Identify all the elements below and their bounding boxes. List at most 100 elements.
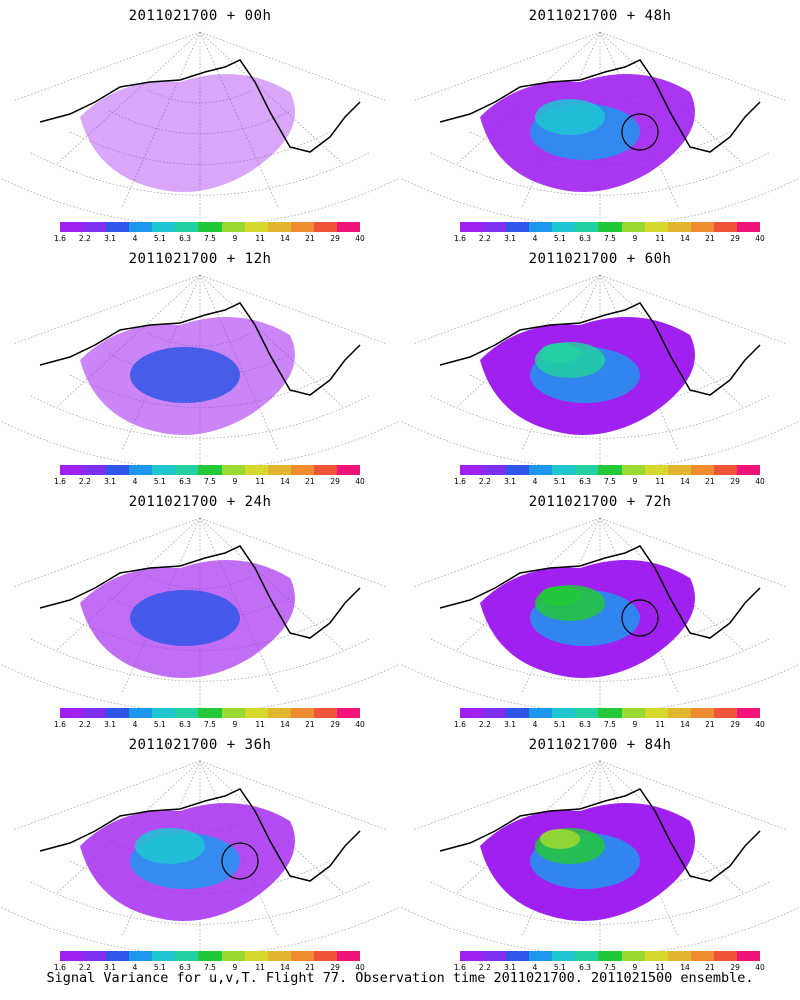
colorbar-swatch [483, 222, 507, 232]
coastline [39, 302, 361, 396]
colorbar-tick-label: 7.5 [604, 477, 616, 486]
colorbar-swatch [336, 951, 361, 961]
colorbar-tick-label: 7.5 [604, 720, 616, 729]
colorbar-tick-label: 40 [755, 234, 765, 243]
colorbar-swatch [598, 951, 622, 961]
colorbar-ticks: 1.6 2.2 3.1 4 5.1 6.3 7.5 9 11 14 21 29 40 [454, 477, 765, 487]
colorbar-tick-label: 5.1 [553, 477, 566, 486]
colorbar-swatch [736, 708, 761, 718]
map-panel: 2011021700 + 36h 1.6 2.2 3.1 4 5.1 6.3 7.5 9 11 14… [0, 729, 400, 974]
colorbar-ticks: 1.6 2.2 3.1 4 5.1 6.3 7.5 9 11 14 21 29 40 [54, 477, 365, 487]
colorbar [460, 951, 761, 963]
colorbar-tick-label: 2.2 [78, 477, 91, 486]
colorbar-tick-label: 21 [305, 234, 315, 243]
coastline [439, 545, 761, 639]
colorbar-tick-label: 11 [655, 234, 665, 243]
colorbar-swatch [690, 222, 714, 232]
colorbar-swatch [483, 951, 507, 961]
colorbar-tick-label: 7.5 [204, 477, 216, 486]
colorbar-tick-label: 9 [632, 720, 638, 729]
colorbar-swatch [290, 465, 314, 475]
colorbar-tick-label: 9 [232, 963, 238, 972]
colorbar-swatch [60, 465, 84, 475]
figure-caption: Signal Variance for u,v,T. Flight 77. Ob… [46, 970, 754, 986]
panel-title: 2011021700 + 48h [528, 8, 672, 24]
colorbar-tick-label: 29 [730, 963, 740, 972]
colorbar-tick-label: 1.6 [454, 477, 466, 486]
colorbar-swatch [506, 222, 530, 232]
colorbar-swatch [552, 222, 576, 232]
map-panel: 2011021700 + 00h 1.6 2.2 3.1 4 5.1 6.3 7.5 9 11 14… [0, 0, 400, 245]
colorbar-swatch [529, 708, 553, 718]
map-panel: 2011021700 + 48h 1.6 2.2 3.1 4 5.1 6.3 7.5 9 11 14… [400, 0, 800, 245]
colorbar-tick-label: 3.1 [104, 963, 117, 972]
colorbar-tick-label: 29 [330, 963, 340, 972]
colorbar-tick-label: 6.3 [179, 720, 192, 729]
map-panel: 2011021700 + 72h 1.6 2.2 3.1 4 5.1 6.3 7.5 9 11 14… [400, 486, 800, 731]
colorbar-tick-label: 40 [355, 720, 365, 729]
colorbar-tick-label: 14 [680, 720, 690, 729]
colorbar-swatch [506, 708, 530, 718]
map-panel: 2011021700 + 60h 1.6 2.2 3.1 4 5.1 6.3 7.5 9 11 14… [400, 243, 800, 488]
colorbar-tick-label: 6.3 [179, 477, 192, 486]
colorbar-tick-label: 21 [705, 720, 715, 729]
colorbar-tick-label: 2.2 [78, 234, 91, 243]
panel-title: 2011021700 + 00h [128, 8, 272, 24]
colorbar-swatch [736, 222, 761, 232]
colorbar-tick-label: 21 [305, 963, 315, 972]
colorbar-tick-label: 2.2 [478, 234, 491, 243]
colorbar-tick-label: 40 [355, 477, 365, 486]
variance-field [480, 317, 695, 435]
colorbar-swatch [483, 708, 507, 718]
colorbar-swatch [313, 951, 337, 961]
colorbar-tick-label: 2.2 [78, 963, 91, 972]
colorbar-swatch [106, 951, 130, 961]
colorbar-swatch [152, 951, 176, 961]
colorbar-swatch [667, 222, 691, 232]
colorbar-swatch [552, 708, 576, 718]
colorbar-tick-label: 4 [132, 477, 138, 486]
colorbar-tick-label: 3.1 [504, 963, 517, 972]
polar-map [0, 274, 400, 465]
polar-map [0, 517, 400, 708]
colorbar-tick-label: 2.2 [478, 963, 491, 972]
colorbar-swatch [175, 465, 199, 475]
coastline [439, 59, 761, 153]
colorbar-tick-label: 1.6 [454, 234, 466, 243]
colorbar-swatch [60, 708, 84, 718]
colorbar-tick-label: 11 [655, 720, 665, 729]
colorbar-tick-label: 40 [755, 477, 765, 486]
colorbar-tick-label: 29 [330, 234, 340, 243]
colorbar-swatch [152, 465, 176, 475]
colorbar-swatch [175, 951, 199, 961]
colorbar [460, 465, 761, 477]
colorbar-tick-label: 4 [532, 234, 538, 243]
colorbar-tick-label: 4 [532, 477, 538, 486]
colorbar-tick-label: 4 [532, 720, 538, 729]
panel-title: 2011021700 + 84h [528, 737, 672, 753]
colorbar-swatch [175, 222, 199, 232]
colorbar-swatch [644, 708, 668, 718]
panel-title: 2011021700 + 24h [128, 494, 272, 510]
colorbar-swatch [667, 951, 691, 961]
colorbar-ticks: 1.6 2.2 3.1 4 5.1 6.3 7.5 9 11 14 21 29 40 [454, 720, 765, 730]
colorbar-swatch [83, 222, 107, 232]
variance-field [80, 560, 295, 678]
colorbar-tick-label: 3.1 [104, 720, 117, 729]
colorbar-ticks: 1.6 2.2 3.1 4 5.1 6.3 7.5 9 11 14 21 29 40 [54, 234, 365, 244]
colorbar-swatch [313, 708, 337, 718]
colorbar-swatch [529, 222, 553, 232]
map-panel: 2011021700 + 84h 1.6 2.2 3.1 4 5.1 6.3 7.5 9 11 14… [400, 729, 800, 974]
colorbar-tick-label: 3.1 [504, 234, 517, 243]
colorbar-tick-label: 5.1 [553, 963, 566, 972]
colorbar-tick-label: 7.5 [604, 963, 616, 972]
colorbar-tick-label: 11 [255, 720, 265, 729]
colorbar-tick-label: 14 [280, 477, 290, 486]
colorbar-swatch [460, 951, 484, 961]
colorbar-tick-label: 6.3 [579, 234, 592, 243]
colorbar-swatch [713, 708, 737, 718]
colorbar-tick-label: 40 [355, 963, 365, 972]
colorbar-tick-label: 6.3 [579, 477, 592, 486]
colorbar-swatch [667, 708, 691, 718]
colorbar-swatch [336, 465, 361, 475]
